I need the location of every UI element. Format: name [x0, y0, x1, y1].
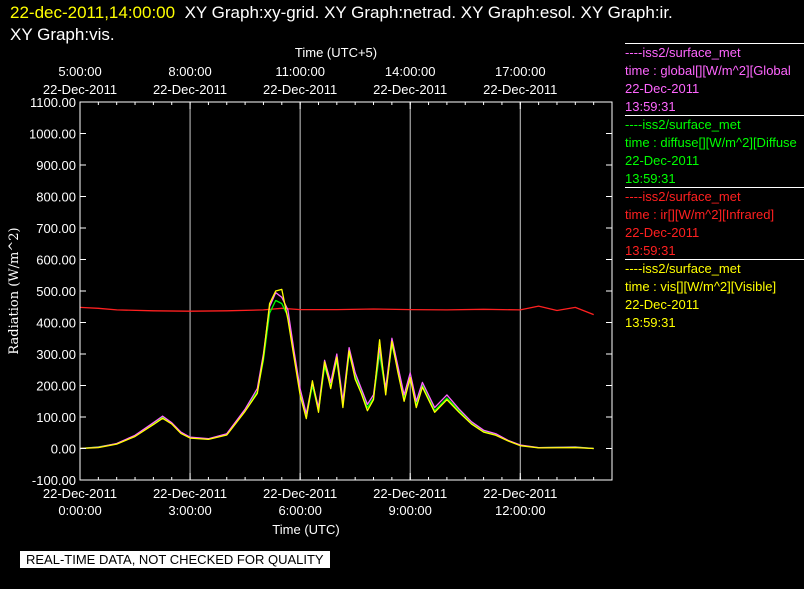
legend-date: 22-Dec-2011	[625, 297, 700, 312]
graph-layers-list: XY Graph:xy-grid. XY Graph:netrad. XY Gr…	[184, 3, 673, 22]
x-tick-label-date: 22-Dec-2011	[263, 486, 337, 501]
legend-variable: time : ir[][W/m^2][Infrared]	[625, 207, 775, 222]
legend-line-sample: ----	[625, 45, 643, 60]
legend-date: 22-Dec-2011	[625, 225, 700, 240]
y-tick-label: 600.00	[36, 253, 76, 268]
series-layer	[79, 288, 594, 450]
x2-axis-label: Time (UTC+5)	[295, 45, 377, 60]
x2-tick-label-date: 22-Dec-2011	[43, 82, 117, 97]
plot-frame	[79, 101, 613, 481]
y-tick-label: 700.00	[36, 221, 76, 236]
legend-source-text: iss2/surface_met	[642, 117, 741, 132]
legend-variable: time : vis[][W/m^2][Visible]	[625, 279, 777, 294]
series-line	[79, 291, 594, 450]
y-tick-label: 1100.00	[30, 95, 76, 110]
x2-tick-label-date: 22-Dec-2011	[483, 82, 557, 97]
y-tick-label: 1000.00	[29, 127, 76, 142]
graph-title-line-2: XY Graph:vis.	[10, 25, 115, 44]
x-tick-label-date: 22-Dec-2011	[373, 486, 447, 501]
series-line	[79, 305, 594, 316]
legend-variable: time : diffuse[][W/m^2][Diffuse	[625, 135, 797, 150]
x-tick-label-time: 0:00:00	[58, 503, 101, 518]
y-tick-label: 100.00	[36, 410, 76, 425]
x-tick-label-time: 12:00:00	[495, 503, 546, 518]
legend-time: 13:59:31	[625, 171, 676, 186]
legend-separator	[625, 259, 804, 260]
x2-tick-label-date: 22-Dec-2011	[153, 82, 227, 97]
x-axis-label: Time (UTC)	[272, 522, 339, 537]
y-tick-label: 800.00	[36, 190, 76, 205]
legend-source: ----iss2/surface_met	[625, 44, 804, 62]
y-tick-label: 300.00	[36, 347, 76, 362]
legend-time: 13:59:31	[625, 99, 676, 114]
legend-source-text: iss2/surface_met	[642, 261, 741, 276]
y-tick-label: 200.00	[36, 379, 76, 394]
x2-tick-label-date: 22-Dec-2011	[263, 82, 337, 97]
x-tick-label-time: 3:00:00	[168, 503, 211, 518]
x-tick-label-time: 9:00:00	[389, 503, 432, 518]
x2-tick-label-time: 11:00:00	[275, 64, 325, 79]
legend-source-text: iss2/surface_met	[642, 189, 741, 204]
legend-separator	[625, 43, 804, 44]
x-tick-label-date: 22-Dec-2011	[483, 486, 557, 501]
legend-time: 13:59:31	[625, 243, 676, 258]
axis-layer: -100.00 0.00 100.00 200.00 300.00 400.00 500.0…	[29, 64, 613, 518]
graph-title-line-1: 22-dec-2011,14:00:00 XY Graph:xy-grid. X…	[10, 2, 673, 24]
legend-line-sample: ----	[625, 261, 643, 276]
legend-separator	[625, 187, 804, 188]
x2-tick-label-time: 5:00:00	[58, 64, 101, 79]
legend-date: 22-Dec-2011	[625, 153, 700, 168]
series-line	[79, 288, 594, 450]
y-tick-label: 500.00	[36, 284, 76, 299]
x-tick-label-date: 22-Dec-2011	[153, 486, 227, 501]
legend-time: 13:59:31	[625, 315, 676, 330]
x-tick-label-date: 22-Dec-2011	[43, 486, 117, 501]
legend-source: ----iss2/surface_met	[625, 116, 804, 134]
y-tick-label: 0.00	[51, 442, 76, 457]
legend-source: ----iss2/surface_met	[625, 260, 804, 278]
x2-tick-label-date: 22-Dec-2011	[373, 82, 447, 97]
legend-source: ----iss2/surface_met	[625, 188, 804, 206]
y-tick-label: 400.00	[36, 316, 76, 331]
x2-tick-label-time: 8:00:00	[168, 64, 211, 79]
x-tick-label-time: 6:00:00	[278, 503, 321, 518]
x2-tick-label-time: 17:00:00	[495, 64, 546, 79]
grid-layer	[189, 102, 521, 480]
y-tick-label: 900.00	[36, 158, 76, 173]
quality-disclaimer: REAL-TIME DATA, NOT CHECKED FOR QUALITY	[20, 551, 330, 568]
x2-tick-label-time: 14:00:00	[385, 64, 436, 79]
legend-line-sample: ----	[625, 117, 643, 132]
legend-separator	[625, 115, 804, 116]
graph-date-time: 22-dec-2011,14:00:00	[10, 3, 176, 22]
legend-date: 22-Dec-2011	[625, 81, 700, 96]
series-line	[79, 299, 594, 450]
y-tick-label: -100.00	[32, 473, 76, 488]
legend-line-sample: ----	[625, 189, 643, 204]
legend-variable: time : global[][W/m^2][Global	[625, 63, 791, 78]
y-axis-label: Radiation (W/m^2)	[7, 227, 22, 354]
legend-source-text: iss2/surface_met	[642, 45, 741, 60]
